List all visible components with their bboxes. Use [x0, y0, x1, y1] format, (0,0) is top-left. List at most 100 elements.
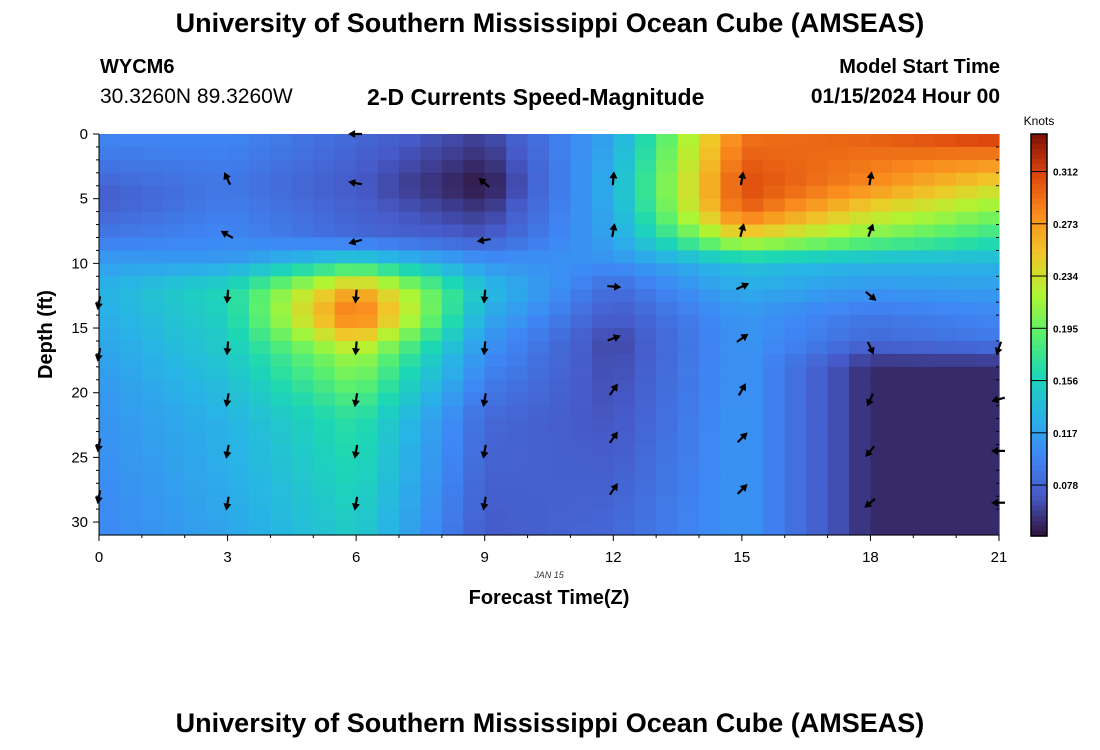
- heatmap-cell: [506, 431, 529, 446]
- heatmap-cell: [741, 159, 764, 174]
- heatmap-cell: [591, 392, 614, 407]
- heatmap-cell: [849, 302, 872, 316]
- heatmap-cell: [163, 250, 186, 264]
- colorbar-swatch: [1031, 515, 1047, 522]
- heatmap-cell: [313, 237, 336, 252]
- heatmap-cell: [463, 134, 486, 148]
- heatmap-cell: [184, 146, 207, 161]
- heatmap-cell: [163, 159, 186, 174]
- heatmap-cell: [420, 172, 443, 187]
- heatmap-cell: [570, 483, 593, 497]
- heatmap-cell: [934, 444, 957, 458]
- heatmap-cell: [570, 146, 593, 161]
- heatmap-cell: [291, 444, 314, 458]
- heatmap-cell: [763, 483, 786, 497]
- heatmap-cell: [956, 431, 979, 446]
- heatmap-cell: [956, 315, 979, 329]
- heatmap-cell: [291, 470, 314, 484]
- heatmap-cell: [141, 185, 164, 200]
- heatmap-cell: [206, 522, 229, 536]
- heatmap-cell: [227, 470, 250, 484]
- heatmap-cell: [206, 134, 229, 148]
- heatmap-cell: [184, 276, 207, 290]
- heatmap-cell: [806, 379, 829, 394]
- heatmap-cell: [699, 289, 722, 303]
- heatmap-cell: [891, 302, 914, 316]
- heatmap-cell: [613, 470, 636, 484]
- heatmap-cell: [227, 353, 250, 368]
- current-vector-arrow: [866, 223, 875, 238]
- heatmap-cell: [549, 418, 572, 433]
- heatmap-cell: [849, 353, 872, 368]
- colorbar-swatch: [1031, 455, 1047, 462]
- heatmap-cell: [356, 159, 379, 174]
- heatmap-cell: [441, 509, 464, 523]
- heatmap-cell: [120, 444, 143, 458]
- colorbar-swatch: [1031, 214, 1047, 221]
- heatmap-cell: [656, 250, 679, 264]
- colorbar-swatch: [1031, 480, 1047, 487]
- heatmap-cell: [613, 431, 636, 446]
- heatmap-cell: [506, 237, 529, 252]
- heatmap-cell: [591, 211, 614, 226]
- colorbar-swatch: [1031, 440, 1047, 447]
- heatmap-cell: [549, 250, 572, 264]
- heatmap-cell: [741, 392, 764, 407]
- heatmap-cell: [334, 470, 357, 484]
- heatmap-cell: [527, 315, 550, 329]
- heatmap-cell: [891, 522, 914, 536]
- heatmap-cell: [977, 457, 1000, 471]
- heatmap-cell: [741, 250, 764, 264]
- footer-title: University of Southern Mississippi Ocean…: [175, 708, 925, 738]
- heatmap-cell: [527, 457, 550, 471]
- heatmap-cell: [163, 340, 186, 355]
- heatmap-cell: [141, 457, 164, 471]
- colorbar-swatch: [1031, 134, 1047, 140]
- heatmap-cell: [913, 379, 936, 394]
- heatmap-cell: [313, 405, 336, 420]
- heatmap-cell: [634, 496, 657, 510]
- heatmap-cell: [99, 483, 122, 497]
- heatmap-cell: [634, 302, 657, 316]
- heatmap-cell: [249, 159, 272, 174]
- heatmap-cell: [313, 353, 336, 368]
- colorbar-swatch: [1031, 204, 1047, 210]
- heatmap-cell: [484, 392, 507, 407]
- date-label: JAN 15: [533, 570, 565, 580]
- heatmap-cell: [441, 444, 464, 458]
- heatmap-cell: [613, 483, 636, 497]
- heatmap-cell: [463, 172, 486, 187]
- heatmap-cell: [827, 198, 850, 213]
- heatmap-cell: [591, 522, 614, 536]
- heatmap-cell: [870, 211, 893, 226]
- heatmap-cell: [291, 302, 314, 316]
- heatmap-cell: [399, 134, 422, 148]
- heatmap-cell: [356, 470, 379, 484]
- heatmap-cell: [356, 185, 379, 200]
- heatmap-cell: [270, 134, 293, 148]
- heatmap-cell: [720, 211, 743, 226]
- heatmap-cell: [634, 146, 657, 161]
- heatmap-cell: [827, 392, 850, 407]
- heatmap-cell: [613, 134, 636, 148]
- heatmap-cell: [441, 302, 464, 316]
- heatmap-cell: [827, 509, 850, 523]
- heatmap-cell: [377, 353, 400, 368]
- heatmap-cell: [934, 172, 957, 187]
- heatmap-cell: [570, 211, 593, 226]
- heatmap-cell: [291, 405, 314, 420]
- heatmap-cell: [613, 211, 636, 226]
- heatmap-cell: [484, 509, 507, 523]
- heatmap-cell: [806, 522, 829, 536]
- current-vector-arrow: [738, 223, 747, 238]
- heatmap-cell: [120, 522, 143, 536]
- heatmap-cell: [677, 379, 700, 394]
- heatmap-cell: [613, 172, 636, 187]
- colorbar-swatch: [1031, 445, 1047, 452]
- heatmap-cell: [206, 172, 229, 187]
- heatmap-cell: [656, 159, 679, 174]
- heatmap-cell: [99, 340, 122, 355]
- heatmap-cell: [913, 250, 936, 264]
- heatmap-cell: [699, 392, 722, 407]
- heatmap-cell: [849, 198, 872, 213]
